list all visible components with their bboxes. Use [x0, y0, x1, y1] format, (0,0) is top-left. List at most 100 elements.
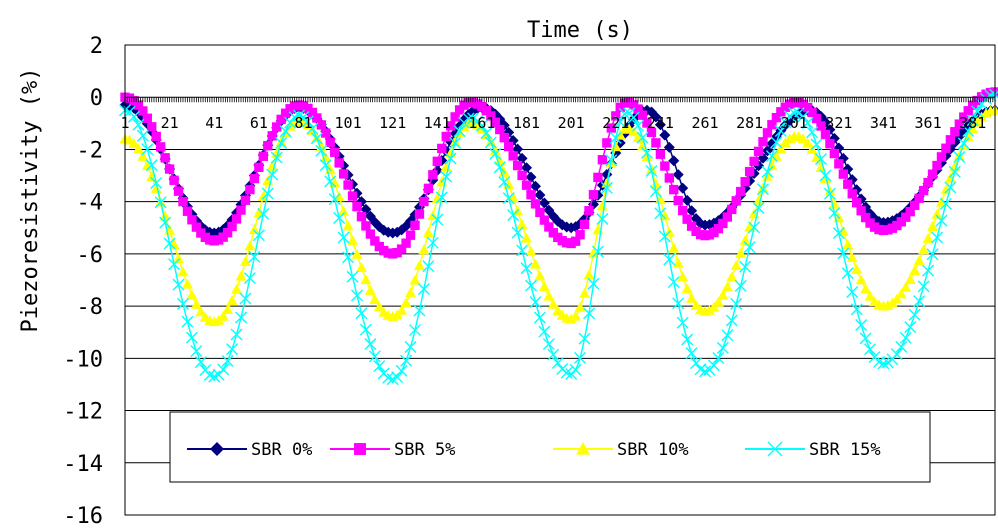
data-point: [355, 262, 367, 272]
data-point: [939, 197, 952, 210]
data-point: [941, 143, 951, 153]
data-point: [405, 287, 417, 298]
data-point: [444, 152, 457, 165]
data-point: [807, 107, 817, 118]
data-point: [343, 180, 353, 190]
data-point: [446, 121, 456, 131]
data-point: [364, 338, 377, 351]
data-point: [301, 115, 314, 128]
data-point: [136, 129, 149, 142]
x-tick-label: 41: [205, 114, 223, 132]
data-point: [263, 140, 273, 151]
data-point: [736, 186, 746, 197]
data-point: [368, 350, 381, 363]
data-point: [895, 340, 908, 353]
data-point: [504, 141, 514, 152]
data-point: [293, 109, 305, 122]
data-point: [249, 173, 260, 184]
data-point: [538, 281, 550, 292]
data-point: [539, 215, 550, 225]
data-point: [660, 161, 670, 171]
data-point: [900, 281, 912, 292]
data-point: [324, 175, 337, 188]
data-point: [909, 265, 921, 276]
data-point: [418, 244, 430, 255]
data-point: [739, 235, 751, 245]
data-point: [703, 304, 715, 315]
data-point: [142, 113, 152, 123]
data-point: [828, 207, 841, 220]
data-point: [953, 151, 966, 164]
data-point: [762, 128, 773, 138]
data-point: [449, 137, 462, 150]
data-point: [525, 246, 537, 256]
data-point: [132, 143, 144, 154]
x-tick-label: 161: [468, 114, 495, 132]
data-point: [351, 289, 363, 302]
data-point: [730, 297, 743, 310]
data-point: [758, 137, 768, 147]
data-point: [217, 363, 230, 376]
data-point: [356, 212, 367, 222]
data-point: [587, 277, 600, 290]
data-point: [905, 206, 915, 217]
data-point: [614, 129, 626, 140]
data-point: [405, 230, 416, 240]
data-point: [288, 111, 301, 124]
data-point: [950, 127, 960, 137]
data-point: [413, 260, 425, 271]
data-point: [181, 278, 193, 289]
data-point: [395, 364, 408, 377]
data-point: [498, 176, 511, 189]
data-point: [329, 177, 341, 188]
legend-entry: SBR 10%: [553, 440, 689, 460]
data-point: [168, 258, 181, 271]
data-point: [730, 260, 742, 271]
data-point: [651, 138, 661, 148]
data-point: [633, 104, 643, 114]
data-point: [659, 210, 671, 221]
data-point: [489, 148, 502, 161]
data-point: [655, 149, 666, 159]
data-point: [917, 280, 930, 293]
data-point: [716, 341, 729, 354]
data-point: [664, 173, 674, 183]
data-point: [650, 111, 662, 123]
y-tick-label: -16: [63, 504, 103, 529]
data-point: [419, 196, 429, 207]
data-point: [962, 125, 975, 138]
x-axis-title: Time (s): [527, 18, 633, 43]
legend-entry: SBR 0%: [187, 440, 312, 460]
data-point: [584, 206, 594, 216]
data-point: [744, 166, 755, 177]
data-point: [672, 169, 684, 181]
data-point: [820, 129, 831, 140]
data-point: [855, 274, 867, 285]
data-point: [600, 181, 613, 194]
data-point: [538, 197, 550, 209]
data-point: [681, 333, 694, 346]
data-point: [517, 170, 527, 181]
data-point: [178, 196, 188, 207]
data-point: [852, 198, 862, 208]
x-tick-label: 141: [424, 114, 451, 132]
x-tick-label: 241: [647, 114, 674, 132]
data-point: [824, 185, 836, 196]
data-point: [587, 247, 599, 258]
data-point: [834, 159, 844, 169]
data-point: [864, 343, 877, 356]
data-point: [154, 196, 167, 209]
data-point: [646, 127, 657, 138]
data-point: [641, 146, 653, 159]
data-point: [855, 319, 868, 332]
data-point: [244, 240, 256, 251]
data-point: [904, 321, 917, 334]
data-point: [726, 271, 738, 282]
data-point: [516, 244, 529, 257]
data-point: [588, 190, 599, 200]
data-point: [507, 134, 519, 146]
data-point: [529, 296, 542, 309]
data-point: [606, 123, 616, 133]
data-point: [735, 247, 747, 258]
data-point: [414, 209, 425, 219]
